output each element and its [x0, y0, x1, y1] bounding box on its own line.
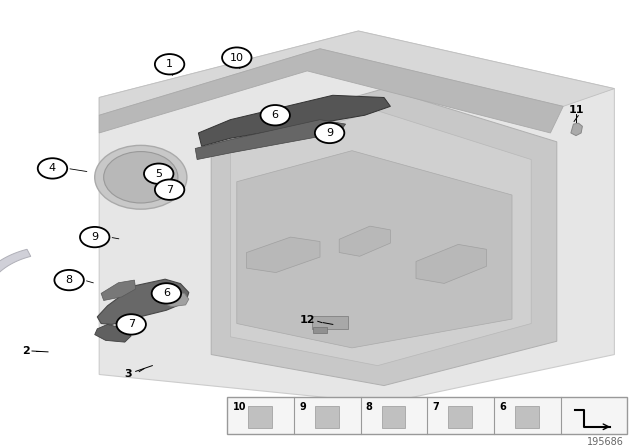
Circle shape	[38, 158, 67, 179]
Text: 10: 10	[232, 402, 246, 412]
Text: 5: 5	[156, 169, 162, 179]
FancyBboxPatch shape	[515, 406, 539, 428]
Polygon shape	[161, 293, 189, 307]
Polygon shape	[99, 31, 614, 403]
Text: 1: 1	[166, 59, 173, 69]
Text: 6: 6	[163, 289, 170, 298]
Polygon shape	[97, 279, 189, 324]
Text: 7: 7	[433, 402, 439, 412]
Polygon shape	[339, 226, 390, 256]
Polygon shape	[198, 95, 390, 146]
Polygon shape	[95, 324, 131, 342]
Text: 7: 7	[166, 185, 173, 195]
Polygon shape	[195, 120, 346, 159]
Polygon shape	[237, 151, 512, 348]
FancyBboxPatch shape	[315, 406, 339, 428]
Circle shape	[152, 283, 181, 304]
Polygon shape	[230, 111, 531, 366]
Text: 2: 2	[22, 346, 29, 356]
Text: 9: 9	[91, 232, 99, 242]
FancyBboxPatch shape	[248, 406, 272, 428]
FancyBboxPatch shape	[312, 316, 348, 329]
Text: 3: 3	[124, 370, 132, 379]
Circle shape	[144, 164, 173, 184]
Circle shape	[116, 314, 146, 335]
Polygon shape	[571, 123, 582, 136]
Text: 11: 11	[568, 105, 584, 115]
Circle shape	[156, 178, 166, 185]
Circle shape	[80, 227, 109, 247]
Circle shape	[54, 270, 84, 290]
Polygon shape	[211, 89, 557, 386]
Text: 6: 6	[499, 402, 506, 412]
Polygon shape	[416, 245, 486, 284]
Circle shape	[222, 47, 252, 68]
Polygon shape	[246, 237, 320, 272]
Polygon shape	[0, 249, 31, 320]
Text: 195686: 195686	[587, 436, 624, 447]
Text: 6: 6	[272, 110, 278, 120]
Text: 9: 9	[300, 402, 306, 412]
Circle shape	[315, 123, 344, 143]
Text: 7: 7	[127, 319, 135, 329]
Circle shape	[95, 145, 187, 209]
Circle shape	[260, 105, 290, 125]
Polygon shape	[101, 280, 136, 301]
Text: 12: 12	[300, 315, 315, 325]
Text: 4: 4	[49, 164, 56, 173]
Polygon shape	[99, 31, 614, 115]
Bar	[227, 396, 627, 434]
FancyBboxPatch shape	[449, 406, 472, 428]
Text: 8: 8	[366, 402, 372, 412]
Text: 10: 10	[230, 52, 244, 63]
Circle shape	[155, 54, 184, 74]
Text: 8: 8	[65, 275, 73, 285]
Circle shape	[104, 151, 178, 203]
FancyBboxPatch shape	[313, 327, 327, 333]
Circle shape	[155, 180, 184, 200]
Polygon shape	[99, 49, 563, 133]
Text: 9: 9	[326, 128, 333, 138]
FancyBboxPatch shape	[381, 406, 405, 428]
